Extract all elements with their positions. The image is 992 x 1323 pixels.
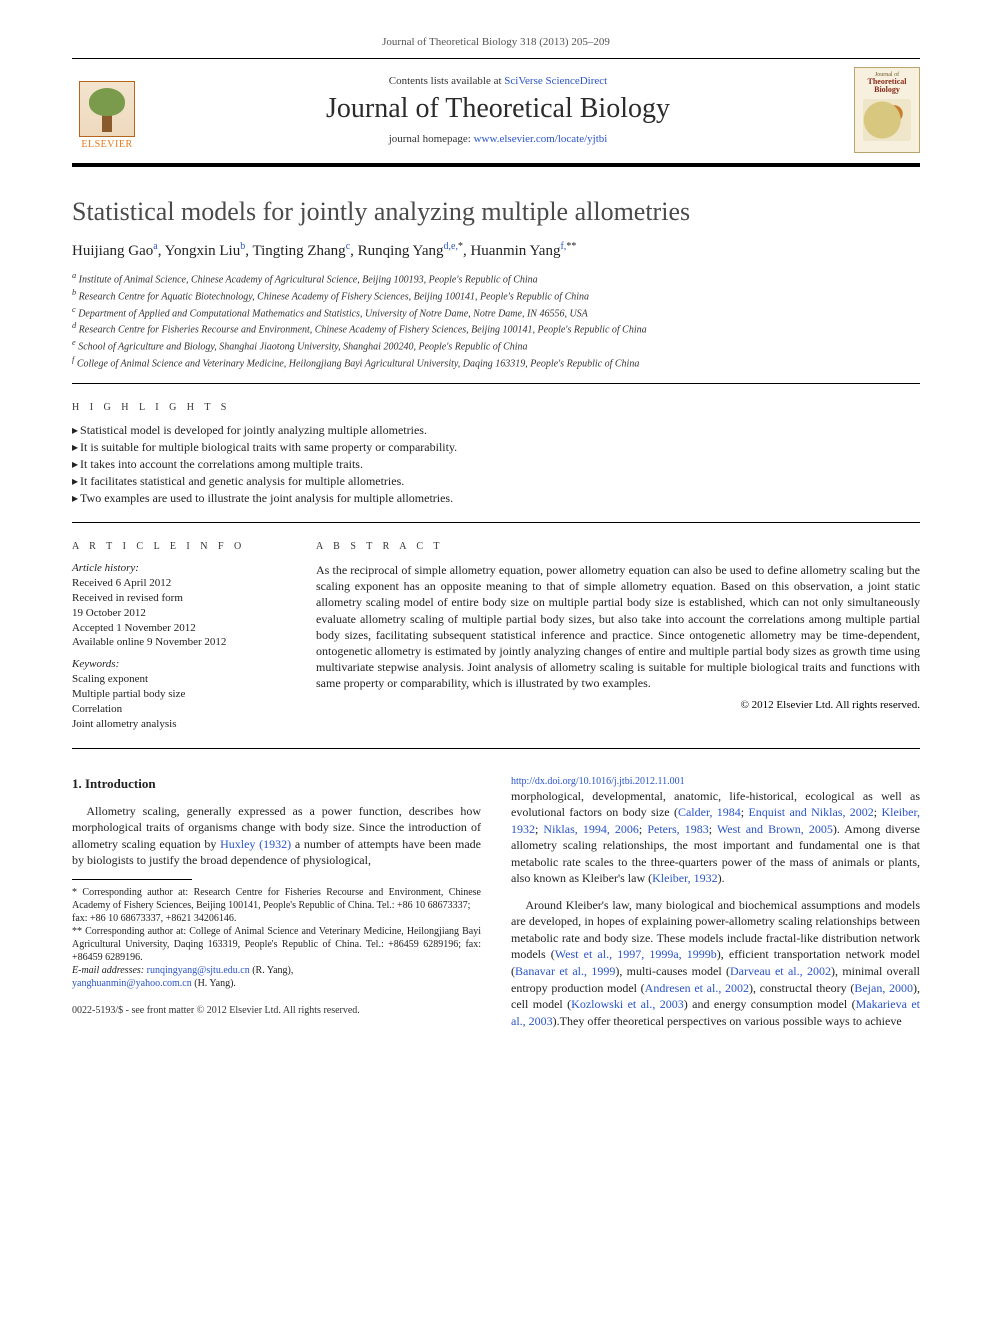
highlight-item: ▸It takes into account the correlations …	[72, 457, 920, 472]
body-columns: 1. Introduction Allometry scaling, gener…	[72, 775, 920, 1030]
issn-line: 0022-5193/$ - see front matter © 2012 El…	[72, 1004, 481, 1017]
citation-link[interactable]: Andresen et al., 2002	[645, 981, 749, 995]
journal-homepage-link[interactable]: www.elsevier.com/locate/yjtbi	[474, 133, 608, 145]
keyword: Joint allometry analysis	[72, 717, 282, 732]
journal-name: Journal of Theoretical Biology	[156, 93, 840, 125]
highlights: ▸Statistical model is developed for join…	[72, 423, 920, 523]
info-abstract-row: A R T I C L E I N F O Article history: R…	[72, 523, 920, 749]
sciencedirect-link[interactable]: SciVerse ScienceDirect	[504, 75, 607, 87]
author-3-aff: c	[346, 241, 350, 252]
triangle-icon: ▸	[72, 474, 78, 488]
top-citation: Journal of Theoretical Biology 318 (2013…	[72, 36, 920, 48]
article-info-label: A R T I C L E I N F O	[72, 541, 282, 552]
triangle-icon: ▸	[72, 423, 78, 437]
keywords-heading: Keywords:	[72, 658, 282, 670]
journal-cover-thumb: Journal of Theoretical Biology	[854, 67, 920, 153]
body-para-2: morphological, developmental, anatomic, …	[511, 788, 920, 887]
page: Journal of Theoretical Biology 318 (2013…	[0, 0, 992, 1069]
section-1-heading: 1. Introduction	[72, 775, 481, 793]
triangle-icon: ▸	[72, 440, 78, 454]
homepage-prefix: journal homepage:	[389, 133, 474, 145]
contents-line: Contents lists available at SciVerse Sci…	[156, 75, 840, 87]
citation-link[interactable]: Calder, 1984	[678, 805, 741, 819]
contents-prefix: Contents lists available at	[389, 75, 504, 87]
highlight-item: ▸It facilitates statistical and genetic …	[72, 474, 920, 489]
history-line: 19 October 2012	[72, 606, 282, 621]
author-2-aff: b	[240, 241, 245, 252]
keyword: Correlation	[72, 702, 282, 717]
doi-link[interactable]: http://dx.doi.org/10.1016/j.jtbi.2012.11…	[511, 776, 685, 787]
author-2: Yongxin Liu	[165, 243, 241, 259]
author-3: Tingting Zhang	[252, 243, 345, 259]
author-4-aff: d,e,*	[444, 241, 463, 252]
history-line: Received in revised form	[72, 591, 282, 606]
email-2-link[interactable]: yanghuanmin@yahoo.com.cn	[72, 978, 192, 989]
aff-b: b Research Centre for Aquatic Biotechnol…	[72, 287, 920, 304]
highlights-label: H I G H L I G H T S	[72, 402, 920, 413]
aff-f: f College of Animal Science and Veterina…	[72, 354, 920, 371]
author-1: Huijiang Gao	[72, 243, 153, 259]
email-line-2: yanghuanmin@yahoo.com.cn (H. Yang).	[72, 977, 481, 990]
history-line: Available online 9 November 2012	[72, 635, 282, 650]
keyword: Scaling exponent	[72, 672, 282, 687]
highlight-item: ▸It is suitable for multiple biological …	[72, 440, 920, 455]
article-history: Article history: Received 6 April 2012 R…	[72, 562, 282, 732]
citation-link[interactable]: Niklas, 1994, 2006	[543, 822, 638, 836]
homepage-line: journal homepage: www.elsevier.com/locat…	[156, 133, 840, 145]
highlight-item: ▸Statistical model is developed for join…	[72, 423, 920, 438]
article-title: Statistical models for jointly analyzing…	[72, 197, 920, 227]
aff-c: c Department of Applied and Computationa…	[72, 304, 920, 321]
keyword: Multiple partial body size	[72, 687, 282, 702]
triangle-icon: ▸	[72, 491, 78, 505]
author-5-aff: f,**	[560, 241, 576, 252]
affiliations: a Institute of Animal Science, Chinese A…	[72, 270, 920, 384]
citation-link[interactable]: Darveau et al., 2002	[730, 964, 831, 978]
article-info-col: A R T I C L E I N F O Article history: R…	[72, 523, 282, 732]
citation-link[interactable]: West et al., 1997, 1999a, 1999b	[555, 947, 717, 961]
aff-a: a Institute of Animal Science, Chinese A…	[72, 270, 920, 287]
aff-e: e School of Agriculture and Biology, Sha…	[72, 337, 920, 354]
history-line: Accepted 1 November 2012	[72, 621, 282, 636]
author-4: Runqing Yang	[358, 243, 444, 259]
email-line: E-mail addresses: runqingyang@sjtu.edu.c…	[72, 964, 481, 977]
citation-link[interactable]: Banavar et al., 1999	[515, 964, 615, 978]
copyright: © 2012 Elsevier Ltd. All rights reserved…	[316, 699, 920, 711]
footnote-rule	[72, 879, 192, 880]
abstract-col: A B S T R A C T As the reciprocal of sim…	[316, 523, 920, 732]
citation-link[interactable]: West and Brown, 2005	[717, 822, 833, 836]
citation-link[interactable]: Enquist and Niklas, 2002	[748, 805, 873, 819]
elsevier-logo: ELSEVIER	[72, 70, 142, 150]
triangle-icon: ▸	[72, 457, 78, 471]
elsevier-word: ELSEVIER	[81, 139, 132, 150]
abstract-label: A B S T R A C T	[316, 541, 920, 552]
email-1-link[interactable]: runqingyang@sjtu.edu.cn	[147, 965, 250, 976]
citation-link[interactable]: Bejan, 2000	[854, 981, 913, 995]
history-line: Received 6 April 2012	[72, 576, 282, 591]
citation-link[interactable]: Peters, 1983	[647, 822, 708, 836]
cover-small-2b: Biology	[874, 86, 900, 94]
corresp-2: ** Corresponding author at: College of A…	[72, 925, 481, 964]
corresp-1-fax: fax: +86 10 68673337, +8621 34206146.	[72, 912, 481, 925]
highlight-item: ▸Two examples are used to illustrate the…	[72, 491, 920, 506]
corresp-1: * Corresponding author at: Research Cent…	[72, 886, 481, 912]
citation-link[interactable]: Huxley (1932)	[220, 837, 291, 851]
citation-link[interactable]: Kozlowski et al., 2003	[571, 997, 684, 1011]
body-para-1: Allometry scaling, generally expressed a…	[72, 803, 481, 869]
aff-d: d Research Centre for Fisheries Recourse…	[72, 320, 920, 337]
abstract-text: As the reciprocal of simple allometry eq…	[316, 562, 920, 692]
journal-header: ELSEVIER Contents lists available at Sci…	[72, 58, 920, 167]
author-1-aff: a	[153, 241, 157, 252]
header-center: Contents lists available at SciVerse Sci…	[156, 75, 840, 145]
author-5: Huanmin Yang	[470, 243, 560, 259]
elsevier-tree-icon	[79, 81, 135, 137]
cover-art-icon	[863, 99, 911, 141]
authors: Huijiang Gaoa, Yongxin Liub, Tingting Zh…	[72, 241, 920, 260]
email-heading: E-mail addresses:	[72, 965, 144, 976]
citation-link[interactable]: Kleiber, 1932	[652, 871, 718, 885]
footnotes: * Corresponding author at: Research Cent…	[72, 879, 481, 990]
history-heading: Article history:	[72, 562, 282, 574]
body-para-3: Around Kleiber's law, many biological an…	[511, 897, 920, 1029]
